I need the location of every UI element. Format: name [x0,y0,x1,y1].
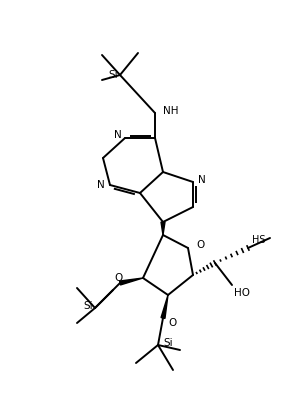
Text: N: N [97,180,105,190]
Text: HO: HO [234,288,250,298]
Text: HS: HS [252,235,265,245]
Text: O: O [115,273,123,283]
Polygon shape [161,295,168,318]
Polygon shape [161,222,165,235]
Text: NH: NH [163,106,178,116]
Text: N: N [114,130,122,140]
Text: Si: Si [163,338,173,348]
Text: O: O [196,240,204,250]
Text: O: O [168,318,176,328]
Text: Si: Si [83,301,93,311]
Polygon shape [120,278,143,285]
Text: N: N [198,175,206,185]
Text: Si: Si [108,70,118,80]
